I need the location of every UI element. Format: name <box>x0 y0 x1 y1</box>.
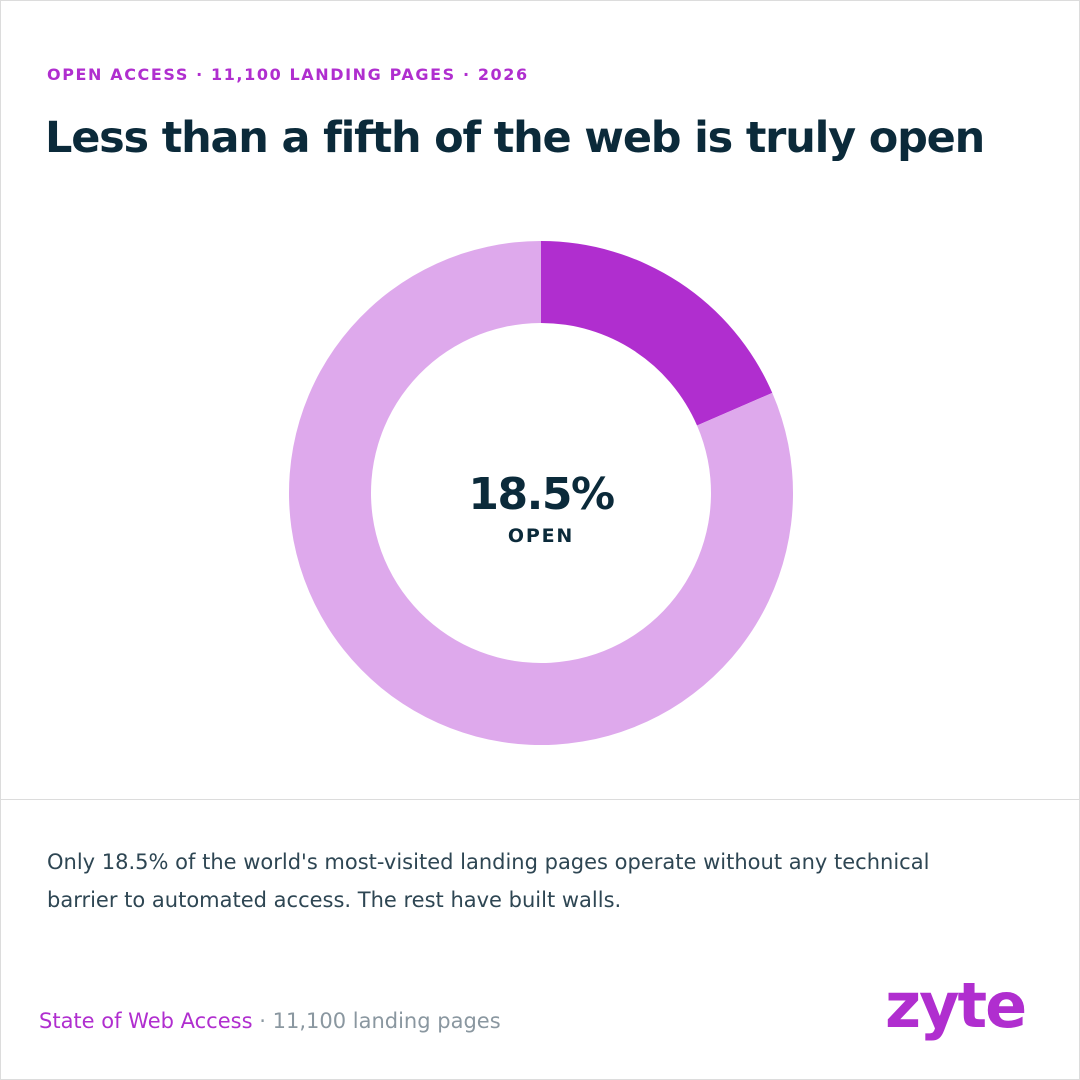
donut-chart: 18.5% OPEN <box>289 241 794 745</box>
center-label: OPEN <box>508 525 574 547</box>
page-title: Less than a fifth of the web is truly op… <box>45 113 985 163</box>
description-text: Only 18.5% of the world's most-visited l… <box>47 850 930 912</box>
footer: State of Web Access · 11,100 landing pag… <box>39 1009 501 1033</box>
center-value: 18.5% <box>468 469 614 520</box>
footer-brand: State of Web Access <box>39 1009 253 1033</box>
eyebrow-label: OPEN ACCESS · 11,100 LANDING PAGES · 202… <box>47 65 529 84</box>
donut-slice-open <box>541 241 773 426</box>
footer-meta: 11,100 landing pages <box>272 1009 501 1033</box>
donut-slices <box>289 241 794 745</box>
zyte-logo: zyte <box>885 969 1027 1042</box>
footer-separator: · <box>259 1009 266 1033</box>
section-divider <box>1 799 1079 800</box>
donut-slice-blocked <box>289 241 794 745</box>
